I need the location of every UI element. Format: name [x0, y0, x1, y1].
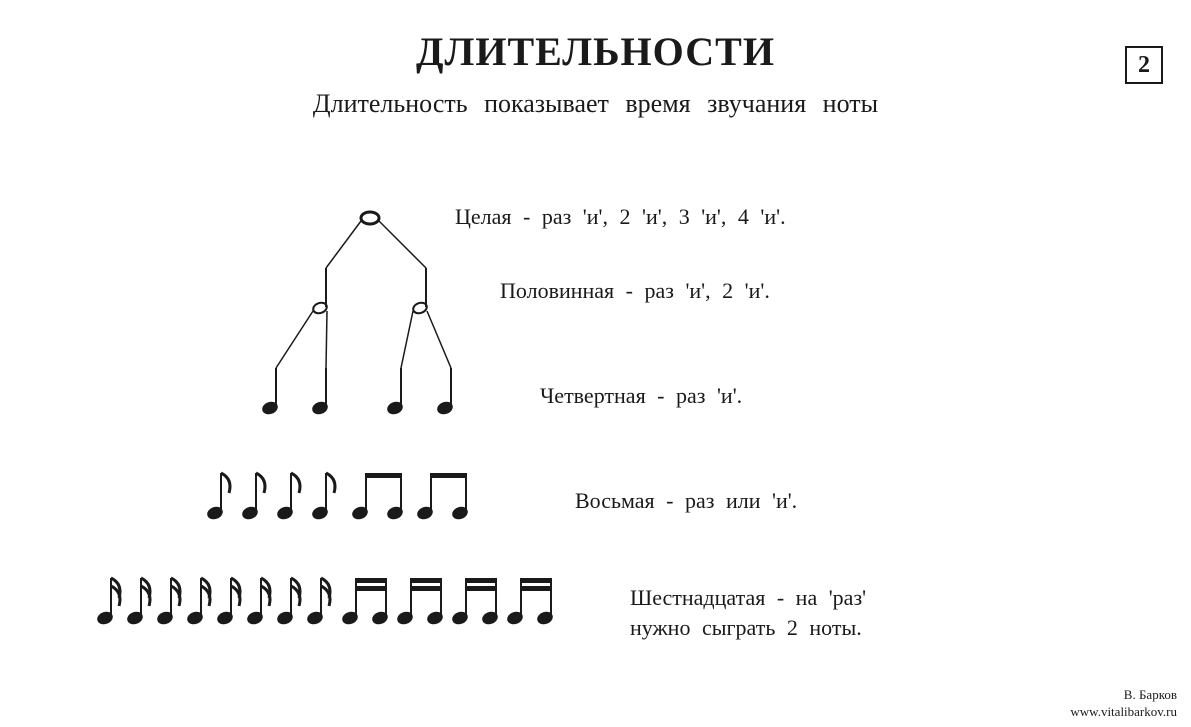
label-sixteenth: Шестнадцатая - на 'раз' нужно сыграть 2 … [630, 583, 866, 642]
credits: В. Барков www.vitalibarkov.ru [1070, 687, 1177, 721]
label-sixteenth-line1: Шестнадцатая - на 'раз' [630, 585, 866, 610]
label-quarter: Четвертная - раз 'и'. [540, 383, 742, 409]
page-number: 2 [1125, 46, 1163, 84]
label-whole: Целая - раз 'и', 2 'и', 3 'и', 4 'и'. [455, 204, 786, 230]
label-eighth: Восьмая - раз или 'и'. [575, 488, 797, 514]
label-sixteenth-line2: нужно сыграть 2 ноты. [630, 615, 862, 640]
label-half: Половинная - раз 'и', 2 'и'. [500, 278, 770, 304]
credits-author: В. Барков [1070, 687, 1177, 704]
page-subtitle: Длительность показывает время звучания н… [0, 89, 1191, 119]
page-title: ДЛИТЕЛЬНОСТИ [0, 28, 1191, 75]
note-tree-diagram: Целая - раз 'и', 2 'и', 3 'и', 4 'и'. По… [0, 178, 1191, 698]
note-tree-svg [0, 178, 1191, 698]
credits-site: www.vitalibarkov.ru [1070, 704, 1177, 721]
